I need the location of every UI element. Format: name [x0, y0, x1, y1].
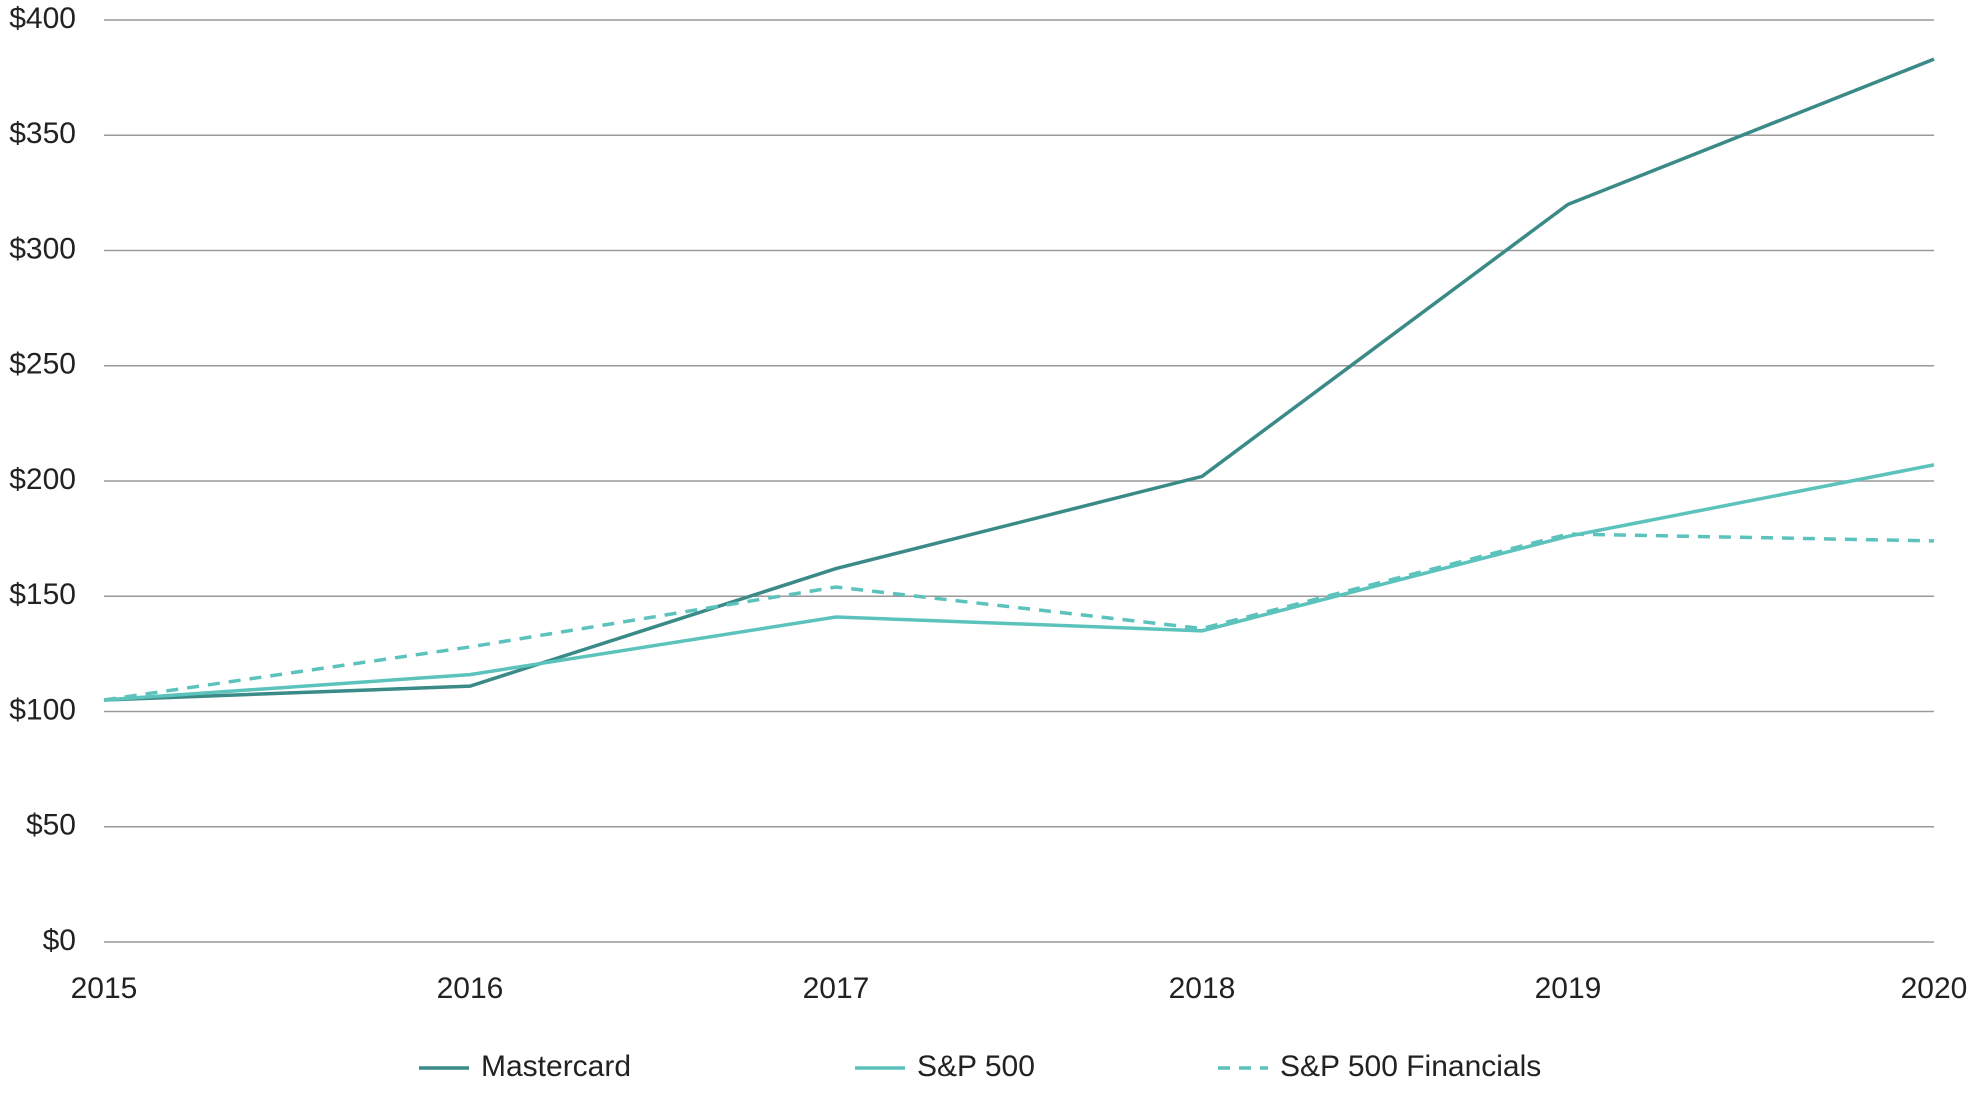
y-tick-label: $200 [9, 463, 76, 496]
y-tick-label: $400 [9, 2, 76, 35]
x-tick-label: 2017 [803, 972, 870, 1005]
y-tick-label: $300 [9, 232, 76, 265]
x-tick-label: 2019 [1535, 972, 1602, 1005]
y-tick-label: $0 [43, 924, 76, 957]
series-line [103, 532, 1935, 702]
legend-label: S&P 500 [917, 1050, 1035, 1083]
series-line [103, 57, 1935, 702]
y-tick-label: $150 [9, 578, 76, 611]
legend-label: Mastercard [481, 1050, 631, 1083]
y-tick-label: $50 [26, 809, 76, 842]
x-tick-label: 2015 [71, 972, 138, 1005]
legend-label: S&P 500 Financials [1280, 1050, 1541, 1083]
x-tick-label: 2016 [437, 972, 504, 1005]
y-tick-label: $250 [9, 348, 76, 381]
x-tick-label: 2020 [1901, 972, 1968, 1005]
y-tick-label: $350 [9, 117, 76, 150]
x-tick-label: 2018 [1169, 972, 1236, 1005]
y-tick-label: $100 [9, 693, 76, 726]
series-line [103, 463, 1935, 702]
